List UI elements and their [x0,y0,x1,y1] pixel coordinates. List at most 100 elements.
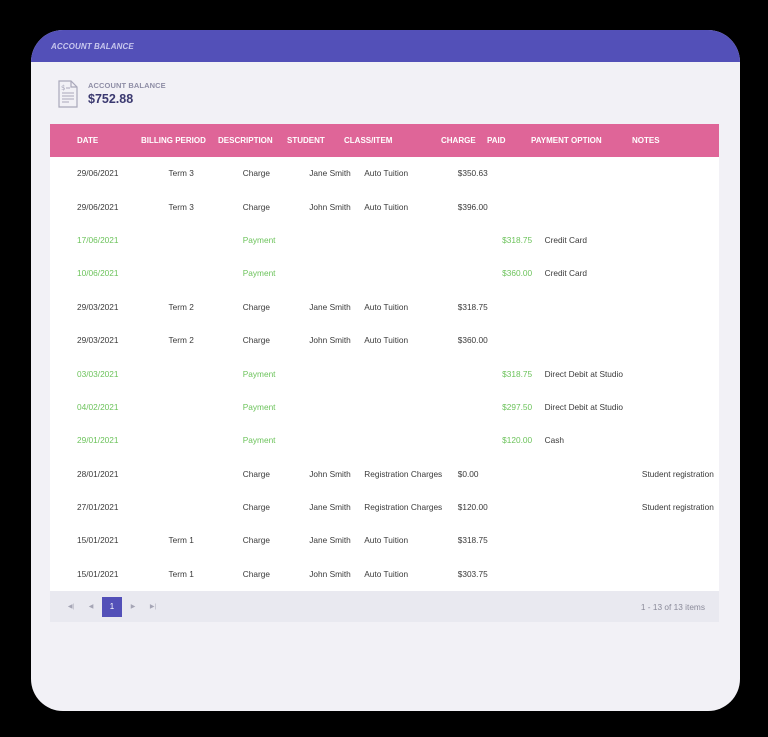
cell-payment-option: Cash [544,435,564,446]
cell-date: 29/01/2021 [77,435,119,446]
table-row[interactable]: 29/06/2021 Term 3 Charge Jane Smith Auto Tui… [50,157,719,190]
cell-description: Payment [242,435,276,446]
cell-description: Charge [242,201,270,212]
page-1-button[interactable]: 1 [102,596,122,617]
cell-description: Charge [242,535,270,546]
column-header-class-item[interactable]: CLASS/ITEM [344,136,393,145]
prev-page-icon[interactable]: ◀ [88,604,94,611]
cell-payment-option: Direct Debit at Studio [544,401,623,412]
table-row[interactable]: 03/03/2021 Payment $318.75 Direct Debit at … [50,357,719,390]
balance-summary: $ ACCOUNT BALANCE $752.88 [57,80,166,108]
column-header-paid[interactable]: PAID [487,136,506,145]
table-row[interactable]: 15/01/2021 Term 1 Charge John Smith Auto Tui… [50,558,719,591]
cell-date: 04/02/2021 [77,401,119,412]
table-row[interactable]: 29/03/2021 Term 2 Charge Jane Smith Auto Tui… [50,291,719,324]
cell-student: John Smith [309,468,351,479]
cell-billing-period: Term 2 [168,335,194,346]
cell-paid: $120.00 [502,435,533,446]
table-row[interactable]: 29/03/2021 Term 2 Charge John Smith Auto Tui… [50,324,719,357]
cell-paid: $297.50 [502,401,533,412]
cell-billing-period: Term 1 [168,535,194,546]
table-row[interactable]: 28/01/2021 Charge John Smith Registration C… [50,458,719,491]
cell-charge: $360.00 [457,335,488,346]
column-header-payment-option[interactable]: PAYMENT OPTION [531,136,602,145]
table-header-row: DATE BILLING PERIOD DESCRIPTION STUDENT … [50,124,719,157]
account-balance-card: ACCOUNT BALANCE $ ACCOUNT BALANCE $752.8… [31,30,740,711]
transactions-table: DATE BILLING PERIOD DESCRIPTION STUDENT … [50,124,719,623]
table-row[interactable]: 04/02/2021 Payment $297.50 Direct Debit at … [50,391,719,424]
cell-notes: Student registration [641,502,714,513]
cell-date: 03/03/2021 [77,368,119,379]
cell-billing-period: Term 2 [168,301,194,312]
cell-charge: $120.00 [457,502,488,513]
table-row[interactable]: 17/06/2021 Payment $318.75 Credit Card [50,224,719,257]
column-header-charge[interactable]: CHARGE [441,136,476,145]
cell-date: 27/01/2021 [77,502,119,513]
cell-class-item: Auto Tuition [364,301,409,312]
balance-value: $752.88 [88,92,134,106]
cell-date: 15/01/2021 [77,568,119,579]
cell-date: 15/01/2021 [77,535,119,546]
cell-class-item: Registration Charges [364,502,443,513]
pager-info: 1 - 13 of 13 items [640,601,705,612]
cell-student: John Smith [309,568,351,579]
cell-paid: $360.00 [502,268,533,279]
cell-payment-option: Direct Debit at Studio [544,368,623,379]
cell-description: Payment [242,268,276,279]
cell-description: Payment [242,401,276,412]
cell-student: John Smith [309,201,351,212]
last-page-icon[interactable]: ▶| [149,604,157,611]
cell-description: Payment [242,368,276,379]
cell-student: Jane Smith [309,502,351,513]
cell-class-item: Auto Tuition [364,201,409,212]
cell-billing-period: Term 3 [168,168,194,179]
cell-date: 10/06/2021 [77,268,119,279]
cell-description: Charge [242,468,270,479]
cell-charge: $318.75 [457,535,488,546]
cell-billing-period: Term 1 [168,568,194,579]
table-row[interactable]: 29/01/2021 Payment $120.00 Cash [50,424,719,457]
cell-date: 29/03/2021 [77,301,119,312]
invoice-dollar-icon: $ [58,80,78,108]
cell-class-item: Auto Tuition [364,568,409,579]
cell-date: 28/01/2021 [77,468,119,479]
cell-charge: $350.63 [457,168,488,179]
balance-label: ACCOUNT BALANCE [88,81,166,90]
cell-date: 29/06/2021 [77,168,119,179]
table-body: 29/06/2021 Term 3 Charge Jane Smith Auto Tui… [50,157,719,591]
table-row[interactable]: 10/06/2021 Payment $360.00 Credit Card [50,257,719,290]
cell-description: Charge [242,568,270,579]
cell-student: John Smith [309,335,351,346]
cell-description: Charge [242,335,270,346]
cell-class-item: Auto Tuition [364,335,409,346]
cell-paid: $318.75 [502,368,533,379]
cell-billing-period: Term 3 [168,201,194,212]
cell-payment-option: Credit Card [544,234,588,245]
cell-student: Jane Smith [309,535,351,546]
column-header-billing-period[interactable]: BILLING PERIOD [141,136,206,145]
cell-description: Charge [242,168,270,179]
cell-date: 29/06/2021 [77,201,119,212]
cell-charge: $396.00 [457,201,488,212]
cell-charge: $303.75 [457,568,488,579]
svg-text:$: $ [61,84,65,92]
table-row[interactable]: 27/01/2021 Charge Jane Smith Registration C… [50,491,719,524]
card-header-title: ACCOUNT BALANCE [51,41,134,51]
table-row[interactable]: 29/06/2021 Term 3 Charge John Smith Auto Tui… [50,190,719,223]
cell-paid: $318.75 [502,234,533,245]
cell-class-item: Auto Tuition [364,168,409,179]
first-page-icon[interactable]: ◀​| [67,604,75,611]
column-header-student[interactable]: STUDENT [287,136,325,145]
cell-student: Jane Smith [309,301,351,312]
next-page-icon[interactable]: ▶ [130,604,136,611]
column-header-date[interactable]: DATE [77,136,99,145]
column-header-notes[interactable]: NOTES [632,136,660,145]
cell-class-item: Auto Tuition [364,535,409,546]
cell-date: 17/06/2021 [77,234,119,245]
column-header-description[interactable]: DESCRIPTION [218,136,273,145]
table-row[interactable]: 15/01/2021 Term 1 Charge Jane Smith Auto Tui… [50,524,719,557]
cell-class-item: Registration Charges [364,468,443,479]
cell-student: Jane Smith [309,168,351,179]
cell-payment-option: Credit Card [544,268,588,279]
cell-charge: $0.00 [457,468,479,479]
